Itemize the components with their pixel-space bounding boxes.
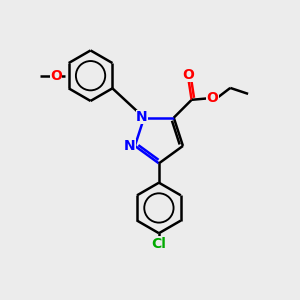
Text: O: O <box>183 68 195 82</box>
Text: Cl: Cl <box>152 237 166 250</box>
Text: O: O <box>50 69 62 83</box>
Text: O: O <box>206 91 218 105</box>
Text: N: N <box>136 110 148 124</box>
Text: N: N <box>124 139 136 153</box>
